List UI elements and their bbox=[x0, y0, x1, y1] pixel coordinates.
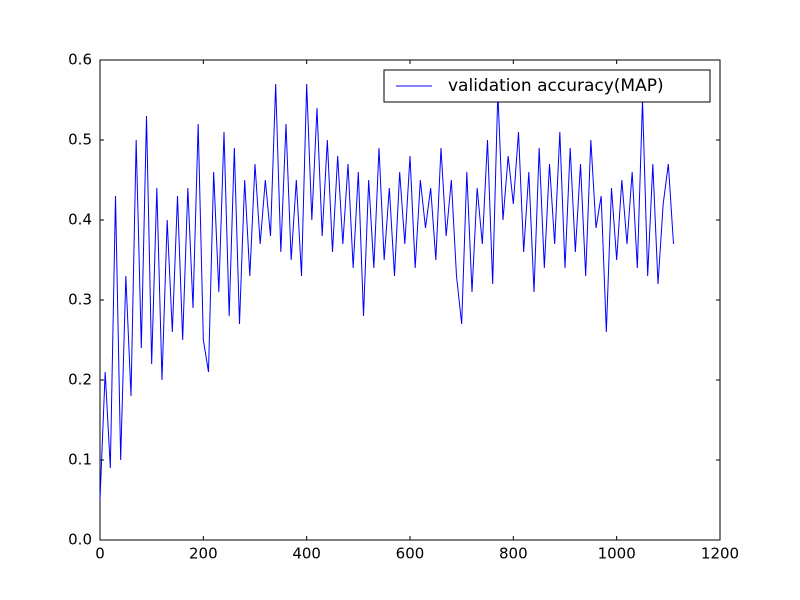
x-tick-label: 1000 bbox=[598, 545, 636, 563]
x-tick-label: 200 bbox=[189, 545, 218, 563]
y-tick-label: 0.0 bbox=[68, 531, 92, 549]
y-tick-label: 0.2 bbox=[68, 371, 92, 389]
y-tick-label: 0.6 bbox=[68, 51, 92, 69]
y-tick-label: 0.1 bbox=[68, 451, 92, 469]
y-tick-label: 0.5 bbox=[68, 131, 92, 149]
y-tick-label: 0.4 bbox=[68, 211, 92, 229]
x-tick-label: 600 bbox=[396, 545, 425, 563]
x-tick-label: 1200 bbox=[701, 545, 739, 563]
y-tick-label: 0.3 bbox=[68, 291, 92, 309]
plot-area bbox=[99, 59, 721, 541]
x-tick-label: 800 bbox=[499, 545, 528, 563]
legend-box bbox=[383, 69, 711, 103]
data-line bbox=[99, 83, 674, 501]
legend-label: validation accuracy(MAP) bbox=[448, 76, 664, 96]
x-tick-label: 400 bbox=[292, 545, 321, 563]
x-tick-label: 0 bbox=[95, 545, 105, 563]
